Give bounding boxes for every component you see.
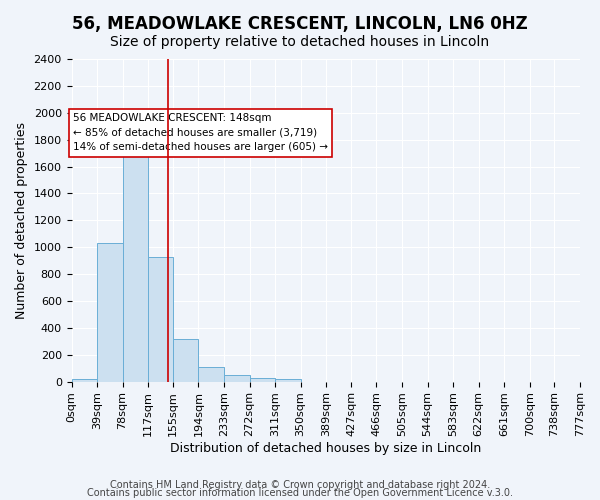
Bar [224, 375, 250, 382]
Bar [199, 368, 224, 382]
Text: Contains HM Land Registry data © Crown copyright and database right 2024.: Contains HM Land Registry data © Crown c… [110, 480, 490, 490]
X-axis label: Distribution of detached houses by size in Lincoln: Distribution of detached houses by size … [170, 442, 481, 455]
Bar [71, 379, 97, 382]
Bar [250, 378, 275, 382]
Text: Contains public sector information licensed under the Open Government Licence v.: Contains public sector information licen… [87, 488, 513, 498]
Y-axis label: Number of detached properties: Number of detached properties [15, 122, 28, 319]
Text: Size of property relative to detached houses in Lincoln: Size of property relative to detached ho… [110, 35, 490, 49]
Bar [148, 256, 173, 382]
Bar [173, 338, 199, 382]
Bar [97, 243, 122, 382]
Text: 56 MEADOWLAKE CRESCENT: 148sqm
← 85% of detached houses are smaller (3,719)
14% : 56 MEADOWLAKE CRESCENT: 148sqm ← 85% of … [73, 113, 328, 152]
Bar [122, 126, 148, 382]
Bar [275, 379, 301, 382]
Text: 56, MEADOWLAKE CRESCENT, LINCOLN, LN6 0HZ: 56, MEADOWLAKE CRESCENT, LINCOLN, LN6 0H… [72, 15, 528, 33]
